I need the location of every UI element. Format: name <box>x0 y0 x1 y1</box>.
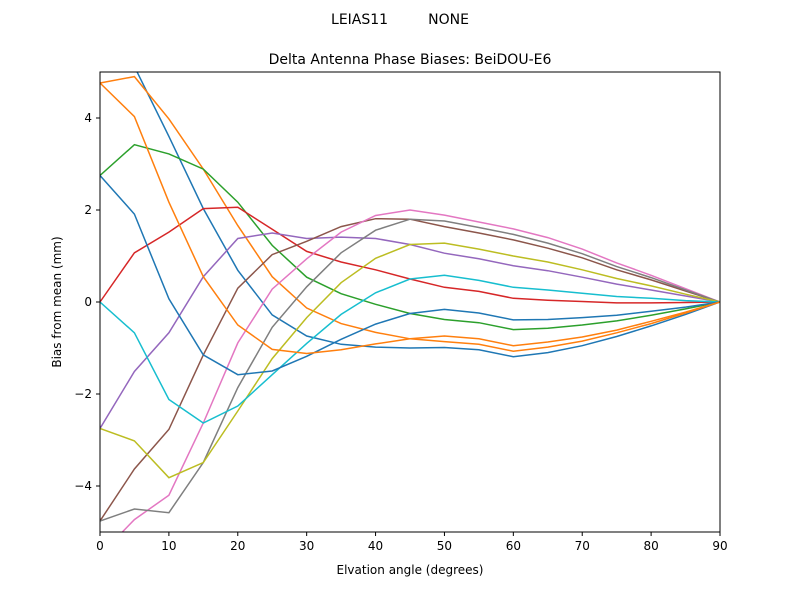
y-tick-label: 4 <box>84 111 92 125</box>
x-tick-label: 30 <box>299 539 314 553</box>
x-tick-label: 10 <box>161 539 176 553</box>
series-line-8 <box>100 242 720 479</box>
series-line-7 <box>100 218 720 522</box>
x-tick-label: 50 <box>437 539 452 553</box>
x-tick-label: 80 <box>643 539 658 553</box>
x-tick-label: 40 <box>368 539 383 553</box>
y-axis-ticks: −4 −2 0 2 4 <box>74 111 100 493</box>
x-tick-label: 20 <box>230 539 245 553</box>
x-tick-label: 0 <box>96 539 104 553</box>
y-tick-label: −4 <box>74 479 92 493</box>
chart-suptitle: LEIAS11 NONE <box>331 12 469 28</box>
plot-frame <box>99 71 721 533</box>
x-tick-label: 90 <box>712 539 727 553</box>
x-axis-label: Elvation angle (degrees) <box>337 563 484 577</box>
chart-title: Delta Antenna Phase Biases: BeiDOU-E6 <box>269 52 552 68</box>
y-axis-label: Bias from mean (mm) <box>50 236 64 367</box>
series-line-10 <box>100 175 720 376</box>
series-line-2 <box>100 143 720 331</box>
x-axis-ticks: 0 10 20 30 40 50 60 70 80 90 <box>96 532 728 553</box>
series-line-0 <box>136 72 720 358</box>
x-tick-label: 60 <box>506 539 521 553</box>
series-line-1 <box>100 75 720 352</box>
y-tick-label: 2 <box>84 203 92 217</box>
y-tick-label: 0 <box>84 295 92 309</box>
y-tick-label: −2 <box>74 387 92 401</box>
series-line-11 <box>100 82 720 355</box>
series-line-9 <box>100 274 720 424</box>
series-line-5 <box>100 217 720 522</box>
x-tick-label: 70 <box>575 539 590 553</box>
series-line-6 <box>121 209 720 532</box>
series-lines <box>100 72 720 532</box>
